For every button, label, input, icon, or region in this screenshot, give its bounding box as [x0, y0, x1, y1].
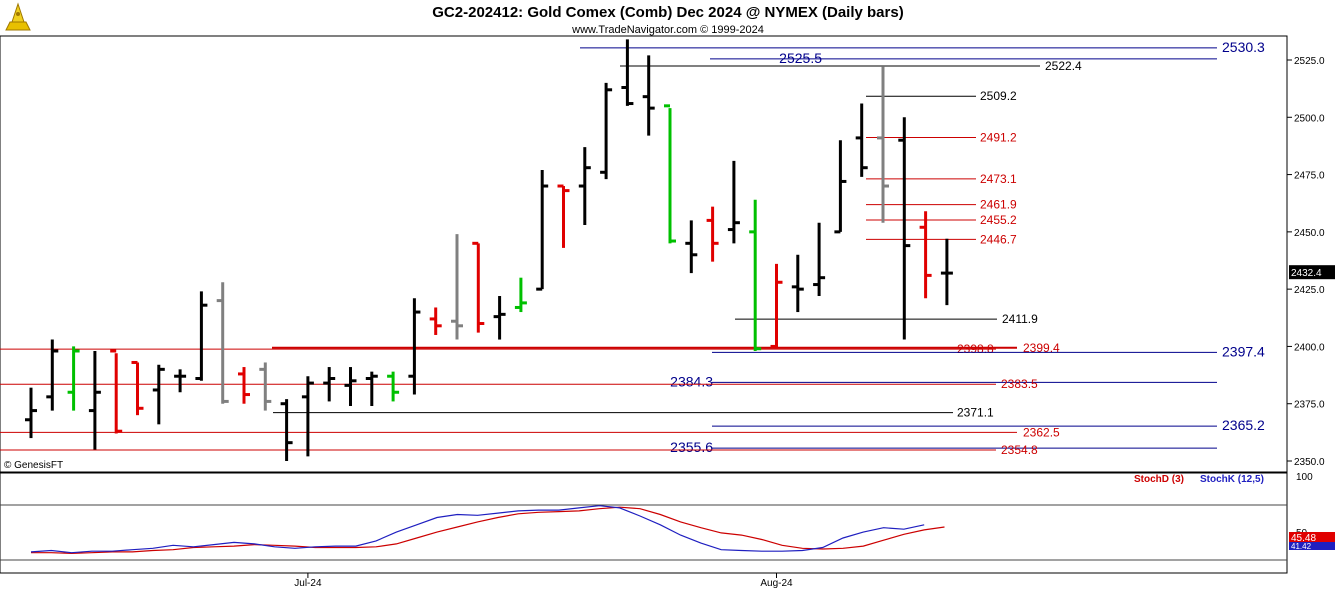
- ohlc-bar: [664, 104, 676, 244]
- stoch-k-line: [30, 505, 925, 554]
- x-tick-label: Jul-24: [294, 578, 322, 589]
- level-label: 2491.2: [980, 130, 1017, 144]
- ohlc-bar: [578, 147, 591, 225]
- y-tick-label: 2450.0: [1294, 228, 1325, 239]
- ohlc-bar: [365, 371, 378, 407]
- ohlc-bar: [770, 263, 783, 349]
- level-label: 2525.5: [779, 50, 822, 66]
- y-tick-label: 2350.0: [1294, 457, 1325, 468]
- stoch-k-value-box: [1289, 542, 1335, 550]
- stoch-d-line: [31, 506, 945, 555]
- level-label: 2384.3: [670, 373, 713, 389]
- ohlc-bar: [834, 140, 847, 234]
- stoch-tick-label: 100: [1296, 472, 1313, 483]
- ohlc-bar: [25, 387, 37, 439]
- ohlc-bar: [216, 282, 229, 404]
- ohlc-bar: [88, 351, 101, 450]
- ohlc-bars: [25, 39, 953, 461]
- ohlc-bar: [46, 339, 59, 411]
- ohlc-bar: [706, 206, 719, 262]
- ohlc-bar: [259, 362, 272, 411]
- y-tick-label: 2400.0: [1294, 342, 1325, 353]
- y-axis: 2525.0 2500.0 2475.0 2450.0 2425.0 2400.0 2375…: [1287, 56, 1335, 468]
- y-tick-label: 2425.0: [1294, 285, 1325, 296]
- level-label: 2530.3: [1222, 39, 1265, 55]
- ohlc-bar: [642, 55, 655, 136]
- ohlc-bar: [940, 238, 953, 306]
- ohlc-bar: [110, 349, 123, 434]
- ohlc-bar: [557, 184, 570, 248]
- ohlc-bar: [514, 277, 527, 313]
- stoch-k-value: 41.42: [1291, 542, 1312, 551]
- level-label: 2473.1: [980, 172, 1017, 186]
- ohlc-bar: [408, 298, 421, 395]
- ohlc-bar: [877, 66, 889, 223]
- level-label: 2355.6: [670, 439, 713, 455]
- ohlc-bar: [472, 241, 485, 333]
- ohlc-bar: [429, 307, 442, 335]
- ohlc-bar: [280, 399, 293, 461]
- ohlc-bar: [174, 369, 187, 393]
- ohlc-bar: [855, 103, 868, 177]
- ohlc-bar: [195, 291, 208, 381]
- y-tick-label: 2500.0: [1294, 113, 1325, 124]
- stoch-d-value: 45.48: [1291, 533, 1316, 544]
- x-tick-label: Aug-24: [760, 578, 793, 589]
- ohlc-bar: [898, 117, 911, 340]
- last-price-box: [1289, 265, 1335, 280]
- ohlc-bar: [323, 367, 336, 402]
- stoch-d-legend: StochD (3): [1134, 474, 1184, 485]
- ohlc-bar: [536, 169, 549, 291]
- stoch-d-value-box: [1289, 532, 1335, 542]
- last-price-label: 2432.4: [1291, 268, 1322, 279]
- ohlc-bar: [919, 211, 932, 299]
- stochastic-lines: [30, 505, 945, 555]
- x-axis: Jul-24 Aug-24: [294, 573, 793, 589]
- level-label: 2371.1: [957, 406, 994, 420]
- level-label: 2365.2: [1222, 417, 1265, 433]
- ohlc-bar: [727, 160, 740, 244]
- ohlc-bar: [131, 360, 144, 416]
- stoch-k-legend: StochK (12,5): [1200, 474, 1264, 485]
- level-label: 2446.7: [980, 232, 1017, 246]
- ohlc-bar: [152, 364, 165, 425]
- level-label: 2522.4: [1045, 59, 1082, 73]
- level-label: 2362.5: [1023, 425, 1060, 439]
- ohlc-bar: [749, 199, 762, 352]
- level-label: 2461.9: [980, 198, 1017, 212]
- level-label: 2354.8: [1001, 443, 1038, 457]
- chart-subtitle: www.TradeNavigator.com © 1999-2024: [571, 24, 764, 36]
- logo-icon: [4, 2, 32, 32]
- watermark: © GenesisFT: [4, 460, 63, 471]
- ohlc-bar: [813, 222, 826, 297]
- ohlc-bar: [451, 234, 463, 340]
- y-tick-label: 2525.0: [1294, 56, 1325, 67]
- level-lines: 2530.3 2525.5 2522.4 2509.2 2491.2 2473.1 2461…: [0, 39, 1265, 457]
- level-label: 2383.5: [1001, 377, 1038, 391]
- y-tick-label: 2375.0: [1294, 400, 1325, 411]
- ohlc-bar: [387, 371, 400, 402]
- ohlc-bar: [67, 346, 80, 411]
- ohlc-bar: [791, 254, 804, 313]
- ohlc-bar: [600, 82, 613, 180]
- chart-title: GC2-202412: Gold Comex (Comb) Dec 2024 @…: [432, 4, 903, 21]
- level-label: 2398.8: [957, 342, 994, 356]
- level-label: 2509.2: [980, 89, 1017, 103]
- price-panel: [0, 35, 1288, 473]
- ohlc-bar: [685, 220, 698, 274]
- level-label: 2455.2: [980, 213, 1017, 227]
- indicator-panel: [0, 472, 1288, 574]
- y-tick-label: 2475.0: [1294, 171, 1325, 182]
- level-label: 2411.9: [1002, 312, 1038, 326]
- ohlc-bar: [344, 367, 357, 407]
- ohlc-bar: [621, 39, 634, 106]
- level-label: 2397.4: [1222, 343, 1265, 359]
- ohlc-bar: [238, 367, 250, 404]
- level-label: 2399.4: [1023, 341, 1060, 355]
- ohlc-bar: [493, 296, 506, 340]
- ohlc-bar: [301, 376, 314, 457]
